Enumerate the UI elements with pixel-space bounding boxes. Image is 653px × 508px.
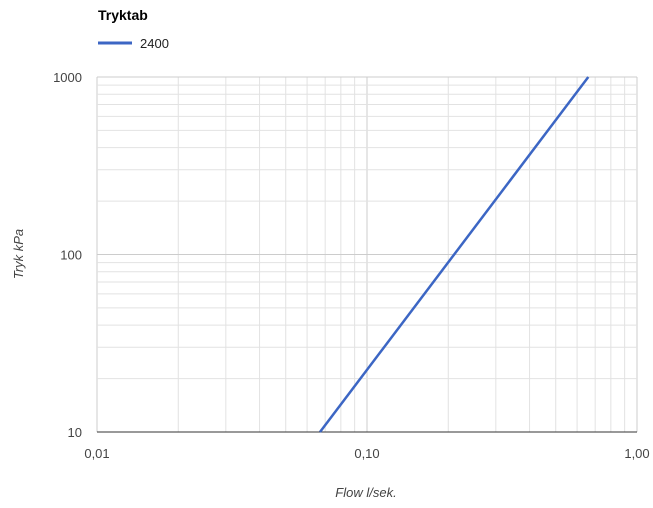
- y-axis-label: Tryk kPa: [11, 229, 26, 279]
- legend-label-2400: 2400: [140, 36, 169, 51]
- y-tick-label: 10: [68, 425, 82, 440]
- x-tick-label: 1,00: [624, 446, 649, 461]
- x-tick-label: 0,10: [354, 446, 379, 461]
- x-axis-label: Flow l/sek.: [335, 485, 396, 500]
- y-axis-ticks: 10 100 1000: [53, 70, 82, 440]
- x-axis-ticks: 0,01 0,10 1,00: [84, 446, 649, 461]
- grid: [96, 76, 638, 433]
- chart-title: Tryktab: [98, 7, 148, 23]
- series-layer: [319, 76, 590, 433]
- x-tick-label: 0,01: [84, 446, 109, 461]
- series-line-2400: [319, 76, 590, 433]
- y-tick-label: 100: [60, 248, 82, 263]
- y-tick-label: 1000: [53, 70, 82, 85]
